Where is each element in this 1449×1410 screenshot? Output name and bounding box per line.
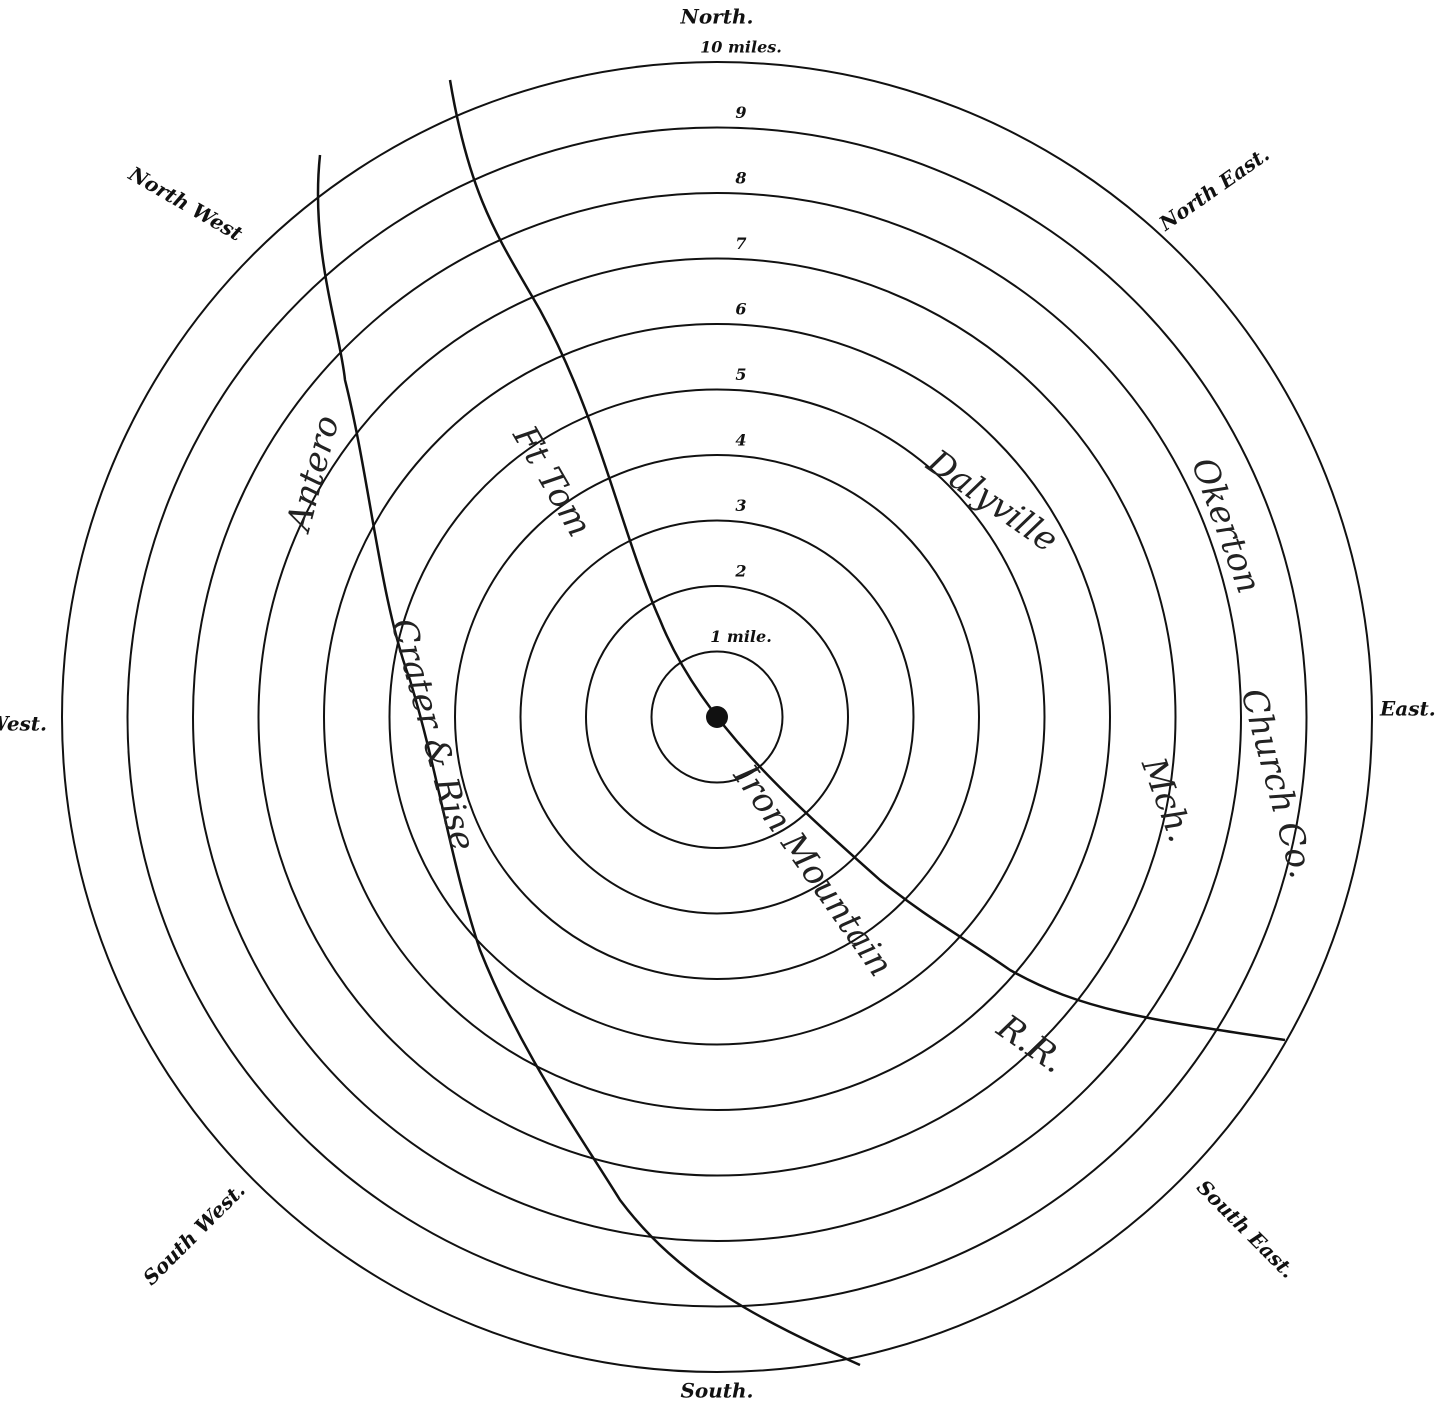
- direction-label: South West.: [138, 1178, 250, 1290]
- ring-label: 9: [735, 103, 746, 122]
- ring-label: 2: [734, 562, 746, 581]
- ring-label: 4: [735, 431, 746, 450]
- direction-label: North West: [124, 161, 247, 246]
- ring: [126, 126, 1308, 1308]
- ring-label: 6: [735, 300, 746, 319]
- ring: [519, 519, 915, 915]
- annotation: Antero: [278, 411, 348, 537]
- center-point: [706, 706, 728, 728]
- annotation: Church Co.: [1233, 684, 1322, 882]
- ring: [454, 454, 980, 980]
- ring-label: 10 miles.: [700, 38, 782, 57]
- direction-label: North.: [680, 5, 754, 29]
- annotation: Okerton: [1183, 452, 1269, 598]
- annotation: Ft Tom: [504, 418, 600, 543]
- ring: [257, 257, 1177, 1177]
- direction-label: North East.: [1154, 142, 1274, 236]
- ring: [192, 192, 1242, 1242]
- ring-label: 1 mile.: [710, 627, 772, 646]
- ring: [388, 388, 1046, 1046]
- ring-label: 5: [735, 365, 746, 384]
- ring-label: 3: [735, 496, 746, 515]
- annotation: Mch.: [1133, 752, 1201, 848]
- ring: [585, 585, 849, 849]
- annotation: Iron Mountain: [725, 757, 901, 984]
- direction-label: West.: [0, 712, 47, 736]
- direction-label: East.: [1379, 697, 1436, 721]
- direction-label: South.: [680, 1379, 753, 1403]
- river: [316, 154, 861, 1367]
- rings: 1 mile. 2 3 4 5 6 7 8 9 10 miles.: [61, 38, 1373, 1373]
- annotation: Crater & Rise: [383, 614, 483, 855]
- ring-label: 8: [734, 169, 746, 188]
- ring: [61, 61, 1373, 1373]
- ring-label: 7: [735, 234, 746, 253]
- ring: [323, 323, 1111, 1111]
- annotation: Dalyville: [919, 441, 1065, 560]
- ring: [650, 650, 784, 784]
- annotation: R.R.: [989, 1006, 1072, 1081]
- direction-label: South East.: [1192, 1175, 1300, 1283]
